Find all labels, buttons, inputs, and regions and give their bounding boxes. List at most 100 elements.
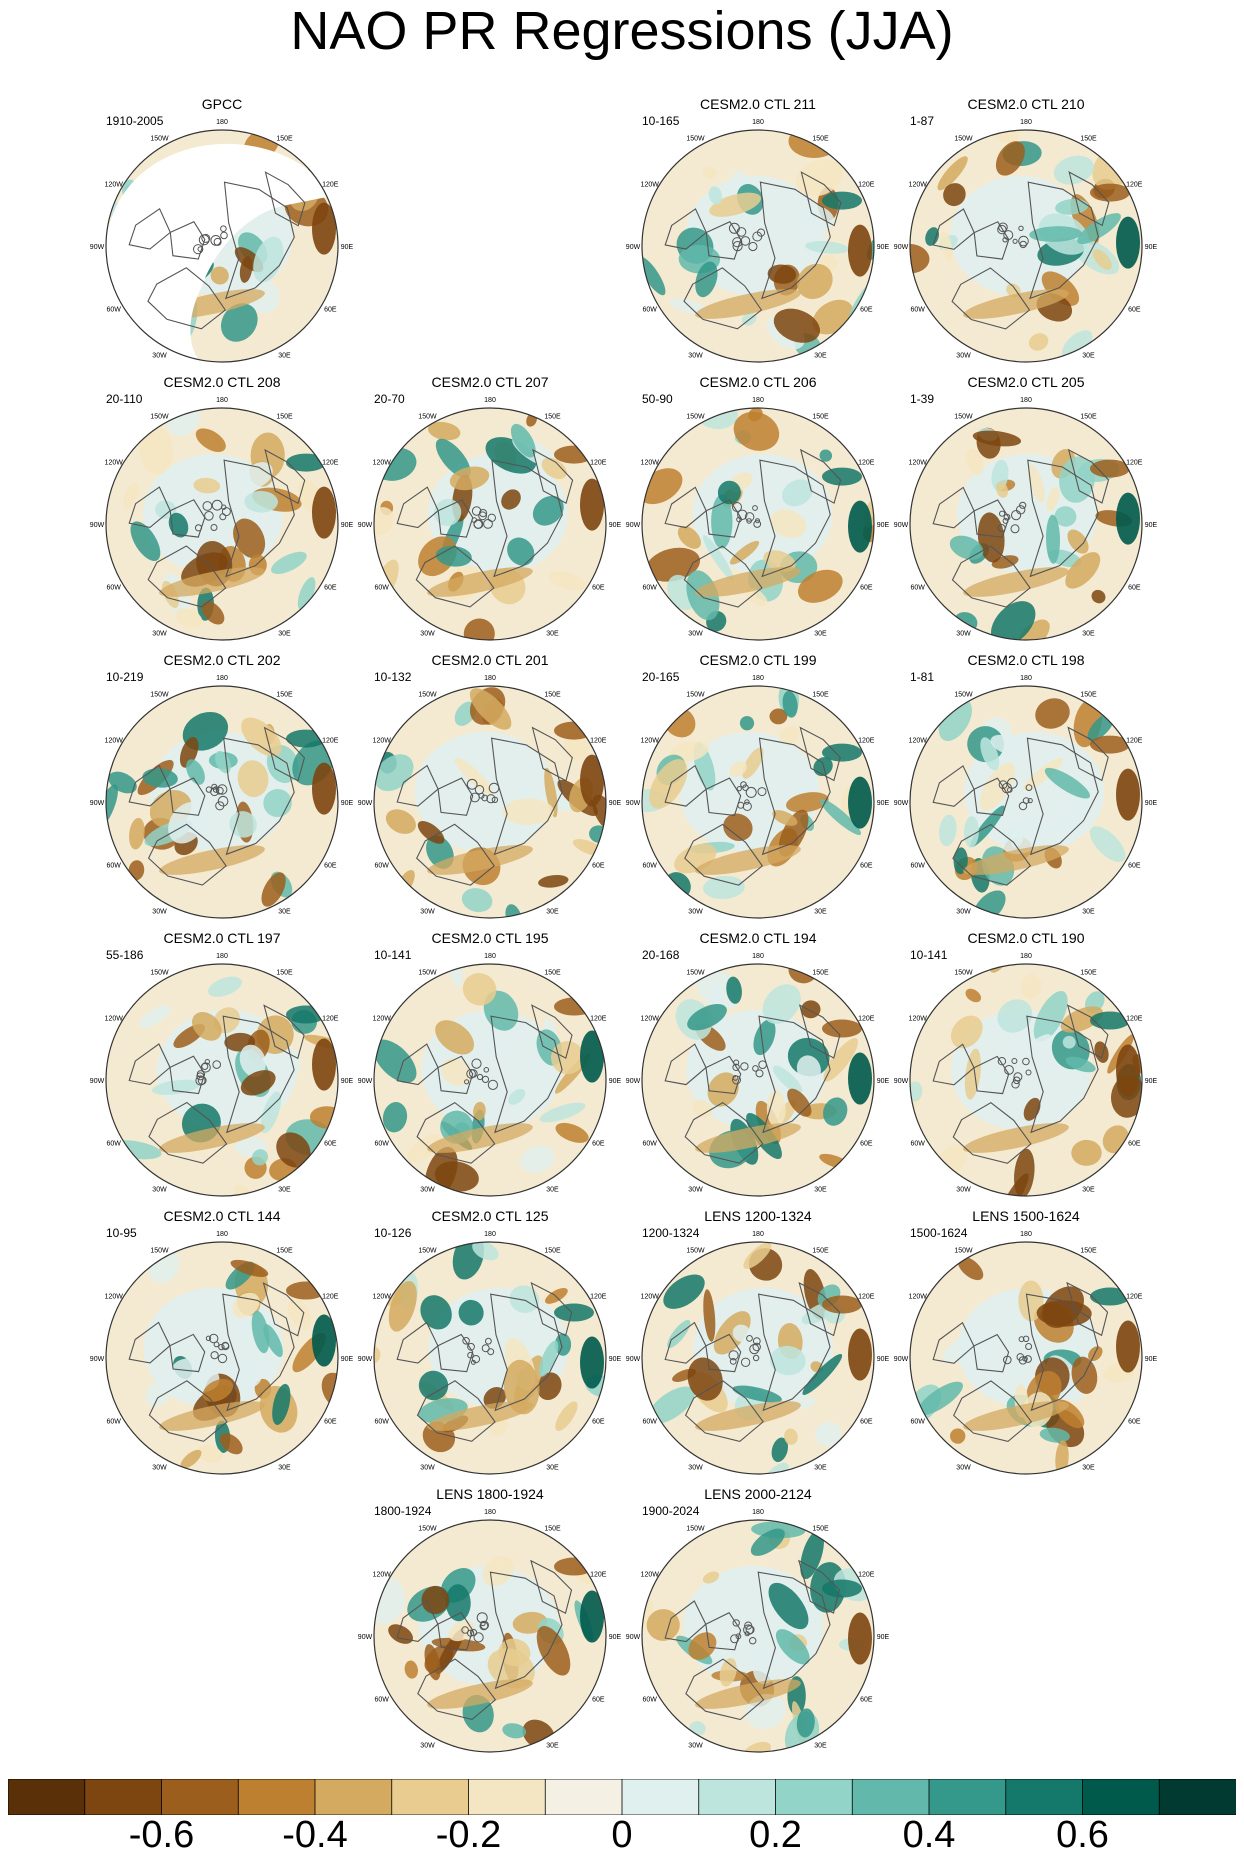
longitude-label: 150W: [686, 136, 705, 143]
longitude-label: 60W: [910, 585, 925, 592]
colorbar-swatch: [544, 1779, 623, 1815]
longitude-label: 120E: [1126, 1016, 1143, 1023]
map-panel: CESM2.0 CTL 211180150E120E90E60E30E030W6…: [624, 96, 892, 366]
precip-anomaly-field: [642, 408, 874, 632]
panel-period: 10-132: [374, 670, 412, 684]
longitude-label: 60W: [374, 1141, 389, 1148]
map-panel: CESM2.0 CTL 144180150E120E90E60E30E030W6…: [88, 1208, 356, 1478]
longitude-label: 180: [484, 1231, 496, 1238]
longitude-label: 90E: [877, 1078, 890, 1085]
longitude-label: 120E: [322, 738, 339, 745]
longitude-label: 120W: [105, 460, 124, 467]
longitude-label: 150W: [954, 692, 973, 699]
longitude-label: 180: [752, 1509, 764, 1516]
longitude-label: 120W: [105, 738, 124, 745]
longitude-label: 30W: [152, 1464, 167, 1471]
longitude-label: 60W: [642, 1697, 657, 1704]
colorbar-swatch: [237, 1779, 316, 1815]
longitude-label: 120E: [322, 1294, 339, 1301]
longitude-label: 120E: [1126, 460, 1143, 467]
longitude-label: 30W: [152, 1186, 167, 1193]
panel-period: 10-141: [910, 948, 948, 962]
panel-title: CESM2.0 CTL 208: [163, 374, 281, 390]
longitude-label: 30W: [956, 1464, 971, 1471]
panel-period: 1-39: [910, 392, 935, 406]
map-panel: CESM2.0 CTL 125180150E120E90E60E30E030W6…: [356, 1208, 624, 1478]
longitude-label: 90E: [877, 1356, 890, 1363]
longitude-label: 30E: [1082, 352, 1095, 359]
precip-anomaly-field: [128, 1248, 338, 1469]
longitude-label: 60W: [910, 863, 925, 870]
longitude-label: 90W: [894, 800, 909, 807]
precip-anomaly-field: [642, 686, 872, 900]
longitude-label: 90E: [877, 800, 890, 807]
map-border: [909, 685, 1143, 919]
panel-period: 1-81: [910, 670, 935, 684]
panel-title: CESM2.0 CTL 190: [967, 930, 1085, 946]
longitude-label: 150W: [686, 1526, 705, 1533]
longitude-label: 30E: [278, 908, 291, 915]
longitude-label: 90W: [626, 522, 641, 529]
map-border: [909, 129, 1143, 363]
longitude-label: 150W: [686, 970, 705, 977]
longitude-label: 120E: [322, 182, 339, 189]
colorbar-tick-label: 0: [611, 1814, 633, 1856]
longitude-label: 180: [1020, 119, 1032, 126]
longitude-label: 120E: [1126, 1294, 1143, 1301]
longitude-label: 90W: [626, 244, 641, 251]
panel-title: CESM2.0 CTL 210: [967, 96, 1085, 112]
longitude-label: 90W: [894, 1356, 909, 1363]
longitude-label: 90W: [894, 1078, 909, 1085]
panel-title: CESM2.0 CTL 198: [967, 652, 1085, 668]
map-border: [373, 963, 607, 1197]
longitude-label: 150E: [276, 136, 293, 143]
longitude-label: 30E: [814, 630, 827, 637]
polar-map: 180150E120E90E60E30E030W60W90W120W150W: [894, 397, 1158, 641]
longitude-label: 60W: [374, 1419, 389, 1426]
precip-anomaly-field: [106, 130, 336, 362]
longitude-label: 120E: [858, 460, 875, 467]
map-border: [105, 129, 339, 363]
polar-map: 180150E120E90E60E30E030W60W90W120W150W: [894, 953, 1158, 1197]
map-panel: CESM2.0 CTL 198180150E120E90E60E30E030W6…: [892, 652, 1160, 922]
longitude-label: 60E: [592, 585, 605, 592]
longitude-label: 120E: [1126, 182, 1143, 189]
panel-title: CESM2.0 CTL 206: [699, 374, 817, 390]
panel-title: LENS 1500-1624: [972, 1208, 1080, 1224]
polar-map: 180150E120E90E60E30E030W60W90W120W150W: [90, 953, 354, 1197]
longitude-label: 120W: [373, 1572, 392, 1579]
longitude-label: 120W: [641, 460, 660, 467]
map-panel: CESM2.0 CTL 199180150E120E90E60E30E030W6…: [624, 652, 892, 922]
longitude-label: 150E: [1080, 136, 1097, 143]
longitude-label: 60W: [642, 1419, 657, 1426]
map-border: [105, 1241, 339, 1475]
colorbar-tick-label: 0.2: [749, 1814, 802, 1856]
longitude-label: 90W: [358, 1356, 373, 1363]
longitude-label: 90E: [1145, 1078, 1158, 1085]
polar-map: 180150E120E90E60E30E030W60W90W120W150W: [358, 397, 622, 641]
longitude-label: 120W: [373, 1016, 392, 1023]
colorbar-tick-label: -0.4: [282, 1814, 348, 1856]
map-border: [641, 1241, 875, 1475]
longitude-label: 150E: [812, 692, 829, 699]
polar-map: 180150E120E90E60E30E030W60W90W120W150W: [626, 1509, 890, 1753]
longitude-label: 60E: [860, 1141, 873, 1148]
longitude-label: 120E: [322, 460, 339, 467]
polar-map: 180150E120E90E60E30E030W60W90W120W150W: [626, 675, 890, 919]
map-panel: CESM2.0 CTL 208180150E120E90E60E30E030W6…: [88, 374, 356, 644]
polar-map: 180150E120E90E60E30E030W60W90W120W150W: [90, 675, 354, 919]
longitude-label: 60E: [1128, 863, 1141, 870]
longitude-label: 90E: [1145, 1356, 1158, 1363]
longitude-label: 150E: [812, 970, 829, 977]
longitude-label: 90W: [358, 1634, 373, 1641]
longitude-label: 90E: [341, 1356, 354, 1363]
longitude-label: 90E: [341, 800, 354, 807]
longitude-label: 90W: [90, 244, 105, 251]
longitude-label: 30W: [152, 352, 167, 359]
longitude-label: 150E: [1080, 414, 1097, 421]
longitude-label: 120W: [909, 1016, 928, 1023]
panel-period: 20-70: [374, 392, 405, 406]
longitude-label: 60E: [324, 1141, 337, 1148]
longitude-label: 120E: [590, 460, 607, 467]
longitude-label: 90E: [609, 1356, 622, 1363]
